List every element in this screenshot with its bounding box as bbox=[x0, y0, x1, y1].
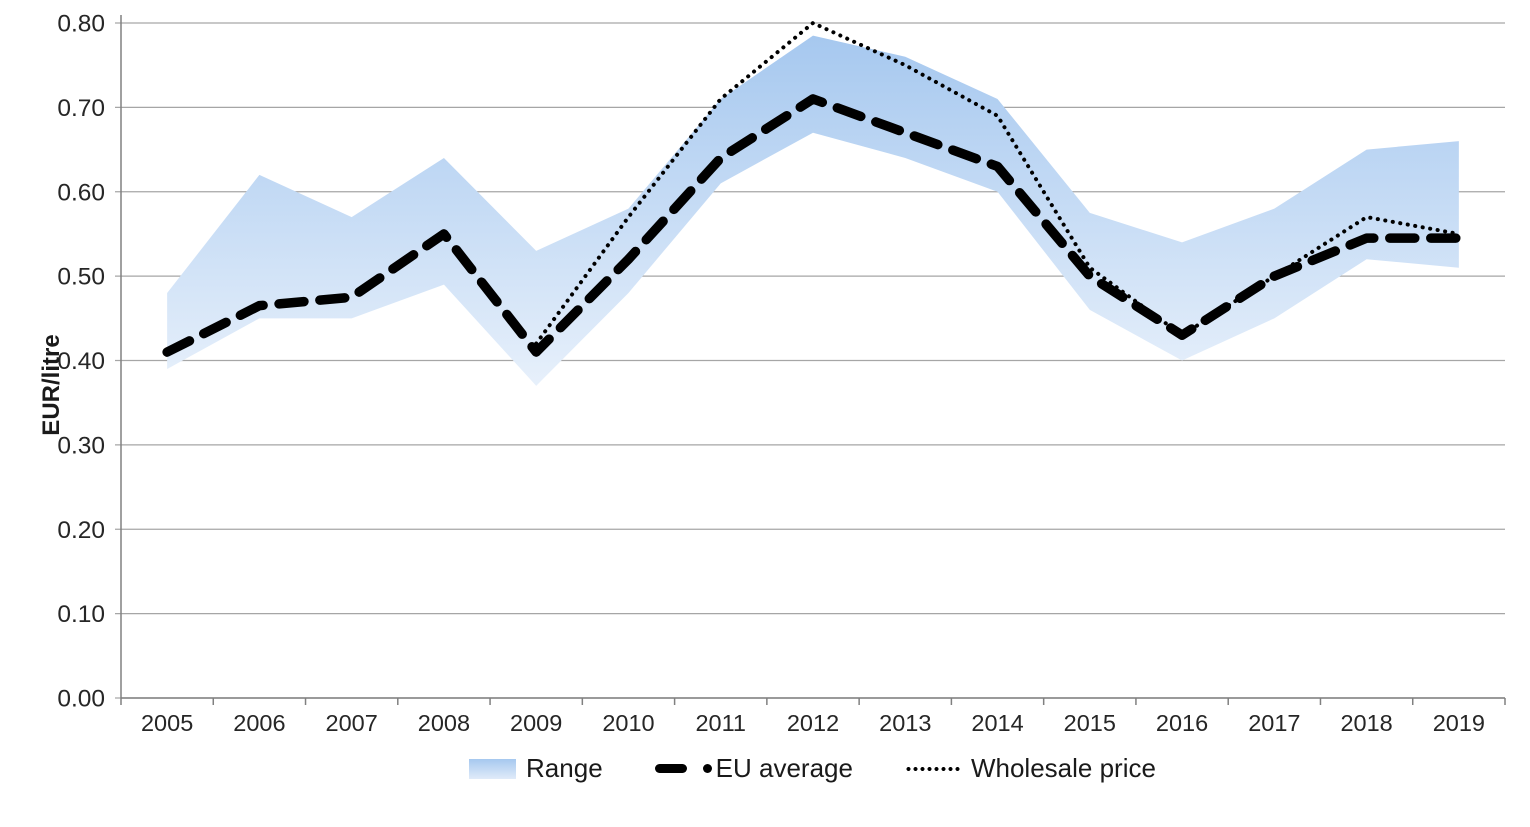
range-band-swatch-icon bbox=[469, 758, 517, 779]
x-tick-label: 2010 bbox=[602, 710, 654, 736]
y-axis-title: EUR/litre bbox=[38, 334, 65, 436]
y-tick-label: 0.10 bbox=[57, 601, 105, 628]
legend-label-eu-average: EU average bbox=[715, 753, 853, 783]
eu-average-line bbox=[162, 94, 1464, 357]
legend-item-range: Range bbox=[469, 753, 603, 784]
x-tick-label: 2018 bbox=[1340, 710, 1392, 736]
x-tick-label: 2006 bbox=[233, 710, 285, 736]
wholesale-price-line bbox=[534, 21, 1461, 346]
y-tick-label: 0.00 bbox=[57, 686, 105, 713]
y-tick-label: 0.70 bbox=[57, 95, 105, 122]
legend-label-range: Range bbox=[526, 753, 603, 783]
x-tick-label: 2007 bbox=[326, 710, 378, 736]
x-tick-label: 2008 bbox=[418, 710, 470, 736]
y-tick-label: 0.30 bbox=[57, 432, 105, 459]
y-tick-label: 0.40 bbox=[57, 348, 105, 375]
x-tick-label: 2016 bbox=[1156, 710, 1208, 736]
y-tick-label: 0.20 bbox=[57, 517, 105, 544]
x-tick-label: 2014 bbox=[971, 710, 1023, 736]
legend-item-wholesale-price: Wholesale price bbox=[904, 753, 1156, 784]
y-tick-label: 0.50 bbox=[57, 264, 105, 291]
x-tick-label: 2012 bbox=[787, 710, 839, 736]
y-tick-label: 0.80 bbox=[57, 11, 105, 38]
x-tick-label: 2005 bbox=[141, 710, 193, 736]
x-tick-label: 2011 bbox=[695, 710, 746, 736]
x-tick-label: 2013 bbox=[879, 710, 931, 736]
legend-label-wholesale-price: Wholesale price bbox=[970, 753, 1156, 783]
dashed-line-marker-icon bbox=[654, 764, 712, 773]
legend-item-eu-average: EU average bbox=[654, 753, 853, 784]
x-tick-label: 2009 bbox=[510, 710, 562, 736]
dotted-line-marker-icon bbox=[904, 765, 961, 772]
x-tick-label: 2015 bbox=[1064, 710, 1116, 736]
y-tick-label: 0.60 bbox=[57, 179, 105, 206]
legend: Range EU average Wholesale price bbox=[120, 753, 1505, 784]
x-tick-label: 2019 bbox=[1433, 710, 1485, 736]
x-tick-label: 2017 bbox=[1248, 710, 1300, 736]
range-band bbox=[167, 35, 1459, 386]
